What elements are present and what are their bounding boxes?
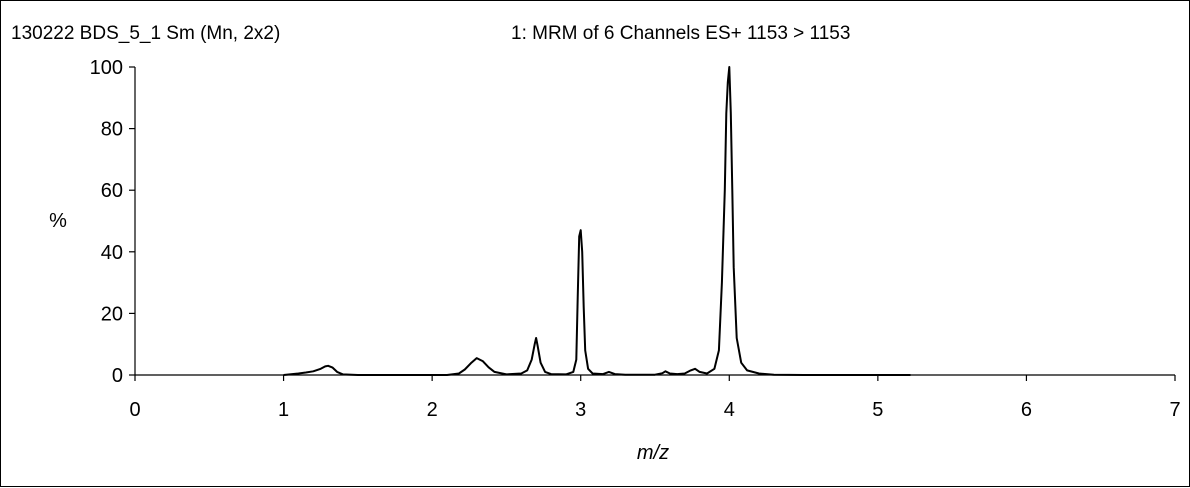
y-tick-label: 20	[101, 303, 123, 325]
x-tick-label: 3	[575, 399, 586, 421]
x-tick-label: 7	[1169, 399, 1180, 421]
y-tick-label: 60	[101, 180, 123, 202]
sample-label: 130222 BDS_5_1 Sm (Mn, 2x2)	[11, 23, 280, 44]
x-axis-title: m/z	[637, 442, 669, 464]
y-tick-label: 100	[90, 57, 123, 79]
x-tick-label: 5	[872, 399, 883, 421]
y-tick-label: 40	[101, 242, 123, 264]
y-tick-label: 0	[112, 365, 123, 387]
series-group	[283, 66, 911, 376]
y-axis-title: %	[49, 210, 67, 232]
x-tick-label: 0	[129, 399, 140, 421]
chart-title: 1: MRM of 6 Channels ES+ 1153 > 1153	[511, 23, 850, 44]
x-tick-label: 4	[724, 399, 735, 421]
tick-group: 0 20 40 60 80 100 0 1 2 3 4 5 6 7	[90, 57, 1181, 421]
axes	[134, 67, 1175, 376]
x-tick-label: 1	[278, 399, 289, 421]
series-line-0	[283, 66, 911, 376]
x-tick-label: 6	[1021, 399, 1032, 421]
x-tick-label: 2	[427, 399, 438, 421]
y-tick-label: 80	[101, 119, 123, 141]
